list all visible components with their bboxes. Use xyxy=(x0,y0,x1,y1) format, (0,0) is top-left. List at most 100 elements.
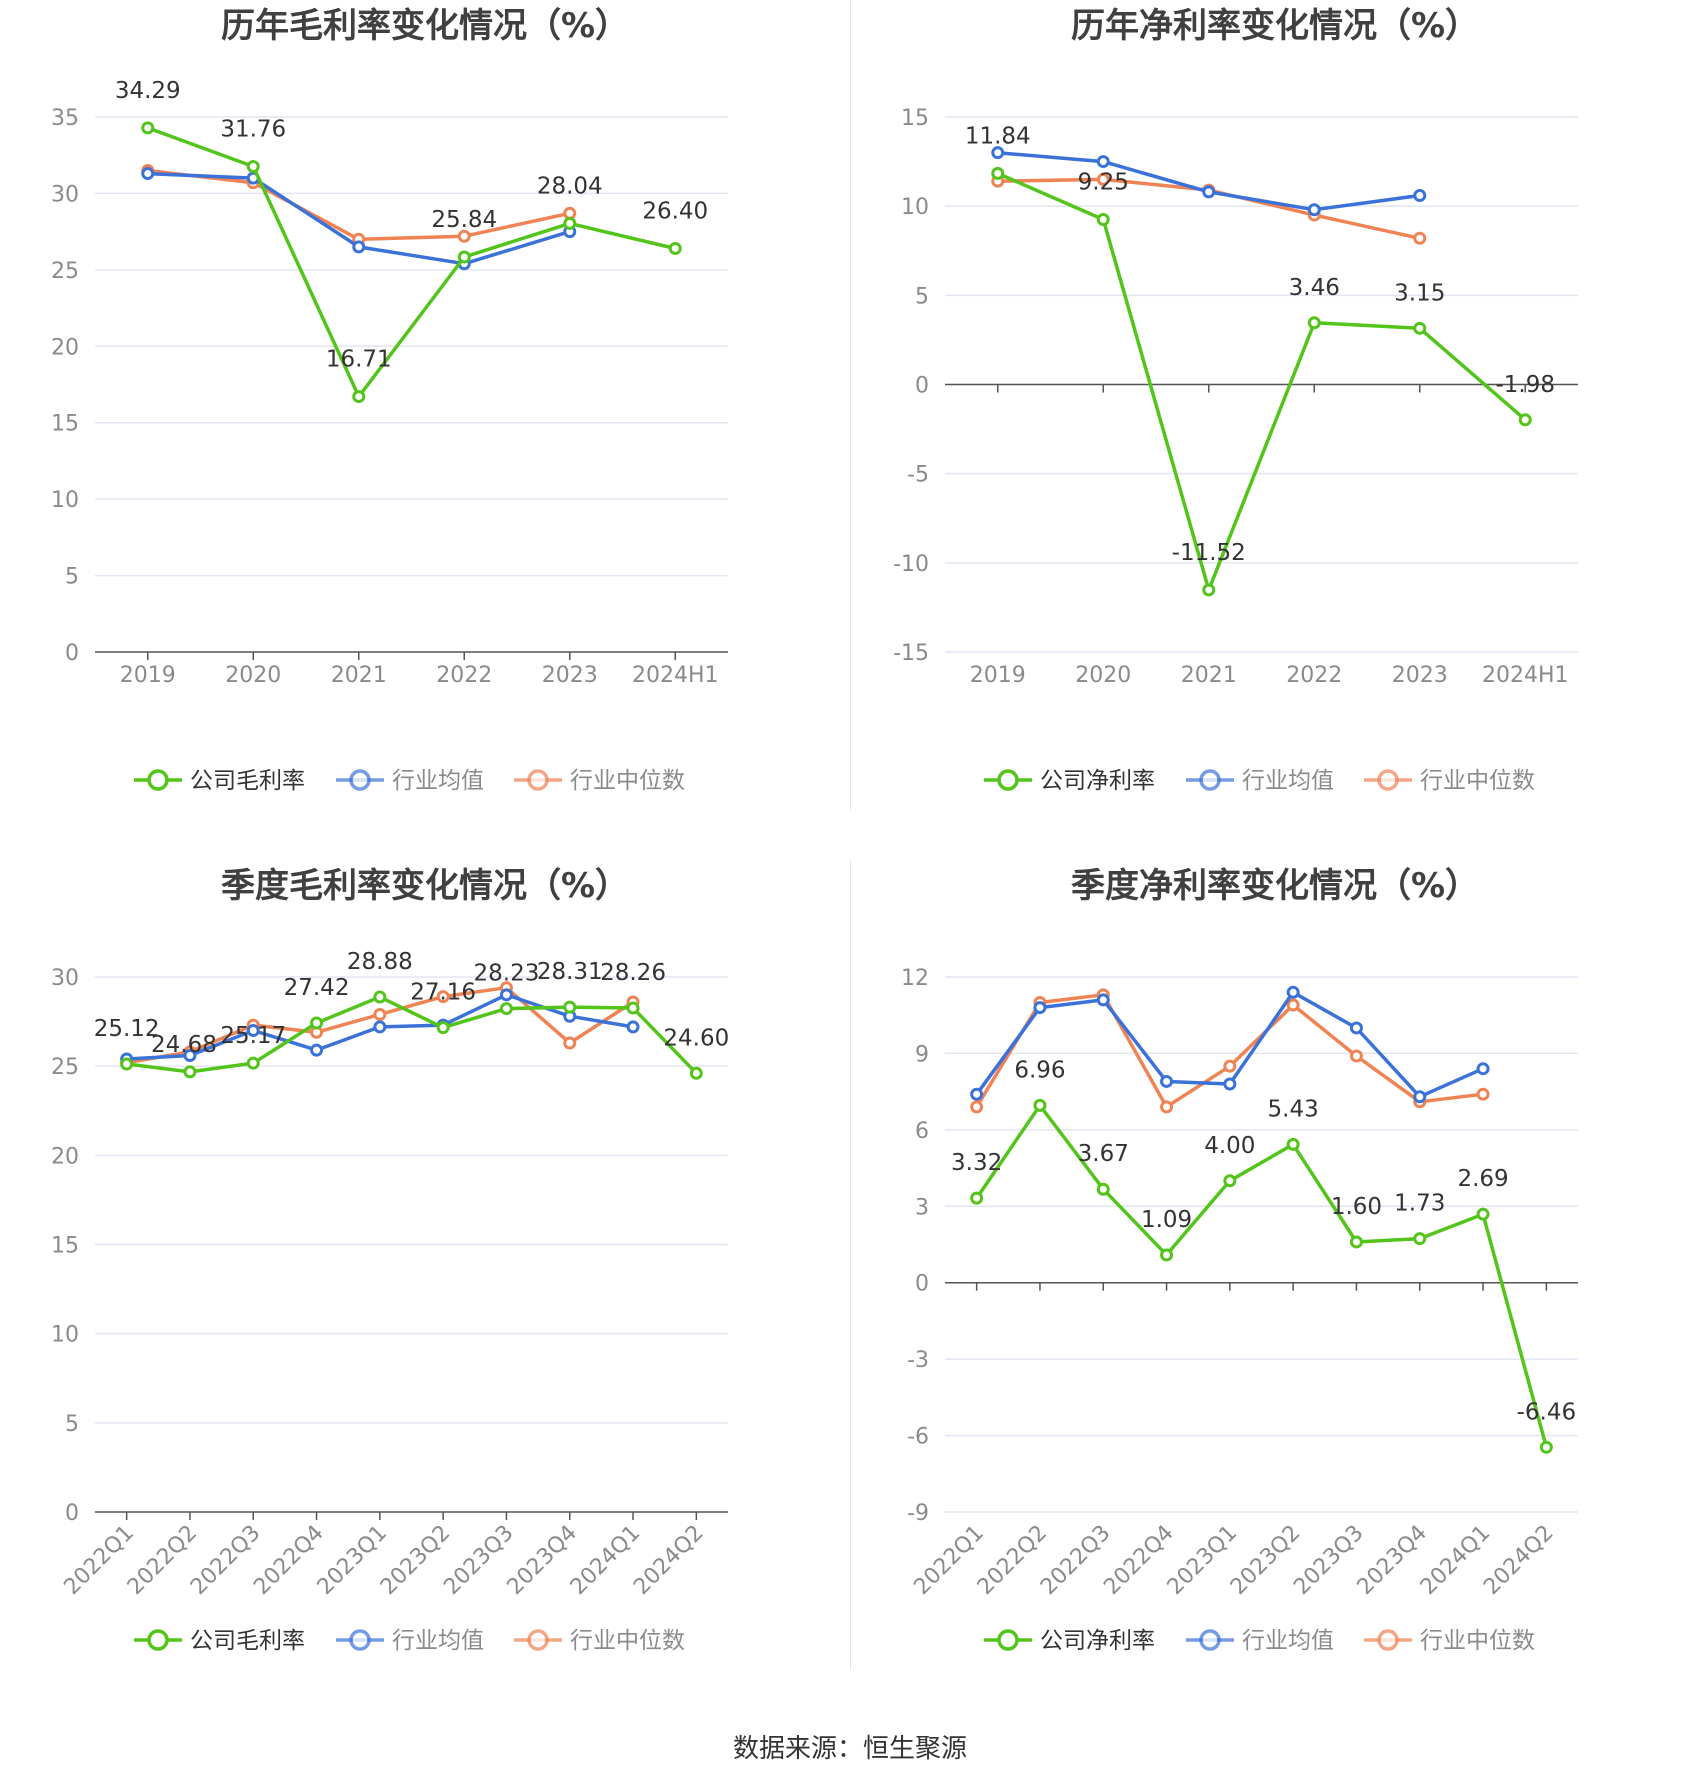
data-point-median xyxy=(1096,172,1110,186)
data-point-avg xyxy=(1096,155,1110,169)
legend-swatch-marker xyxy=(1377,769,1399,791)
data-point-company xyxy=(310,1016,324,1030)
x-tick-label: 2024Q2 xyxy=(629,1521,708,1600)
data-point-avg xyxy=(1160,1074,1174,1088)
data-label: 3.32 xyxy=(951,1150,1002,1176)
data-point-median xyxy=(1349,1049,1363,1063)
legend-item[interactable]: 公司净利率 xyxy=(984,768,1155,794)
legend-label: 公司毛利率 xyxy=(190,768,305,794)
legend-item[interactable]: 行业中位数 xyxy=(1364,1628,1535,1654)
data-point-company xyxy=(1202,583,1216,597)
legend-label: 公司毛利率 xyxy=(190,1628,305,1654)
y-tick-label: 10 xyxy=(901,195,929,220)
x-tick-label: 2022Q1 xyxy=(59,1521,138,1600)
legend-item[interactable]: 公司净利率 xyxy=(984,1628,1155,1654)
data-label: 27.42 xyxy=(284,975,350,1001)
data-point-company xyxy=(141,121,155,135)
x-tick-label: 2020 xyxy=(225,663,281,688)
legend-item[interactable]: 行业均值 xyxy=(1186,1628,1334,1654)
y-tick-label: 10 xyxy=(51,1323,79,1348)
data-point-company xyxy=(1160,1248,1174,1262)
data-label: 28.04 xyxy=(537,173,603,199)
series-line-company xyxy=(147,126,676,399)
y-tick-label: 15 xyxy=(51,412,79,437)
series-line-company xyxy=(126,995,698,1075)
data-label: -1.98 xyxy=(1495,372,1555,398)
annual-gross-margin-svg: 历年毛利率变化情况（%） 0 5 10 15 20 25 30 35 2019 2020 2021 20… xyxy=(51,6,728,794)
y-tick-label: 3 xyxy=(915,1195,929,1220)
x-tick-label: 2023 xyxy=(542,663,598,688)
data-label: 31.76 xyxy=(220,117,286,143)
x-tick-label: 2022Q4 xyxy=(249,1521,328,1600)
series-line-company xyxy=(975,1103,1549,1448)
data-point-company xyxy=(970,1191,984,1205)
data-point-company xyxy=(246,160,260,174)
data-point-median xyxy=(1223,1059,1237,1073)
legend-item[interactable]: 行业均值 xyxy=(336,1628,484,1654)
x-tick-label: 2024H1 xyxy=(1482,663,1569,688)
legend-swatch-marker xyxy=(349,769,371,791)
data-point-company xyxy=(1033,1098,1047,1112)
legend-label: 行业中位数 xyxy=(570,768,685,794)
x-tick-label: 2024Q1 xyxy=(1416,1521,1495,1600)
data-point-median xyxy=(457,229,471,243)
data-label: 2.69 xyxy=(1457,1166,1508,1192)
data-point-company xyxy=(436,1021,450,1035)
data-label: 24.68 xyxy=(151,1032,217,1058)
y-tick-label: -15 xyxy=(893,641,929,666)
data-point-company xyxy=(1096,213,1110,227)
data-label: 25.12 xyxy=(94,1016,160,1042)
data-label: 28.31 xyxy=(537,959,603,985)
x-tick-label: 2023Q4 xyxy=(1353,1521,1432,1600)
legend-swatch-marker xyxy=(147,1629,169,1651)
y-tick-label: 5 xyxy=(915,284,929,309)
y-tick-label: 0 xyxy=(65,1501,79,1526)
data-point-median xyxy=(1160,1100,1174,1114)
legend-item[interactable]: 行业均值 xyxy=(336,768,484,794)
data-point-company xyxy=(1476,1207,1490,1221)
y-tick-label: 15 xyxy=(51,1234,79,1259)
data-label: 16.71 xyxy=(326,347,392,373)
y-tick-label: 25 xyxy=(51,1055,79,1080)
x-tick-label: 2023Q3 xyxy=(1289,1521,1368,1600)
data-label: 3.67 xyxy=(1078,1141,1129,1167)
data-source: 数据来源：恒生聚源 xyxy=(732,1734,967,1764)
data-point-avg xyxy=(1413,188,1427,202)
legend-item[interactable]: 行业均值 xyxy=(1186,768,1334,794)
data-point-company xyxy=(1307,316,1321,330)
data-label: 25.84 xyxy=(431,207,497,233)
legend-item[interactable]: 行业中位数 xyxy=(514,768,685,794)
data-point-avg xyxy=(1096,993,1110,1007)
legend-swatch-marker xyxy=(527,1629,549,1651)
data-point-company xyxy=(563,1000,577,1014)
y-tick-label: 12 xyxy=(901,966,929,991)
y-tick-label: 6 xyxy=(915,1119,929,1144)
legend-item[interactable]: 行业中位数 xyxy=(1364,768,1535,794)
data-point-company xyxy=(373,990,387,1004)
data-point-company xyxy=(689,1066,703,1080)
data-point-avg xyxy=(246,1024,260,1037)
data-point-company xyxy=(668,241,682,255)
data-label: 3.46 xyxy=(1289,275,1340,301)
y-tick-label: 20 xyxy=(51,1144,79,1169)
data-point-company xyxy=(991,166,1005,180)
x-tick-label: 2021 xyxy=(331,663,387,688)
y-tick-label: 5 xyxy=(65,1412,79,1437)
legend-item[interactable]: 公司毛利率 xyxy=(134,1628,305,1654)
data-point-median xyxy=(563,1036,577,1050)
y-tick-label: 20 xyxy=(51,335,79,360)
legend-swatch-marker xyxy=(147,769,169,791)
x-tick-label: 2023Q1 xyxy=(313,1521,392,1600)
legend-item[interactable]: 公司毛利率 xyxy=(134,768,305,794)
data-point-avg xyxy=(626,1020,640,1034)
data-point-company xyxy=(626,1001,640,1015)
data-point-avg xyxy=(991,146,1005,160)
x-tick-label: 2019 xyxy=(120,663,176,688)
data-point-avg xyxy=(1033,1001,1047,1015)
legend-label: 行业中位数 xyxy=(1420,1628,1535,1654)
y-tick-label: 30 xyxy=(51,182,79,207)
legend-item[interactable]: 行业中位数 xyxy=(514,1628,685,1654)
data-point-company xyxy=(183,1065,197,1079)
legend-label: 公司净利率 xyxy=(1040,1628,1155,1654)
x-tick-label: 2019 xyxy=(970,663,1026,688)
